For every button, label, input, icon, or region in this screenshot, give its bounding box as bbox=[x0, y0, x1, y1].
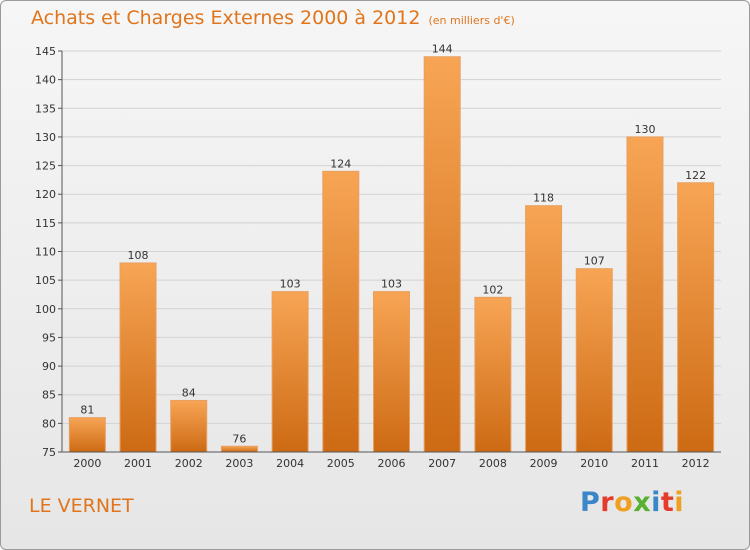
y-tick-label: 100 bbox=[35, 303, 56, 316]
y-tick-label: 125 bbox=[35, 160, 56, 173]
y-tick-label: 95 bbox=[42, 331, 56, 344]
bar-value-label: 76 bbox=[232, 432, 246, 445]
bar-value-label: 118 bbox=[533, 192, 554, 205]
x-tick-label: 2009 bbox=[530, 457, 558, 470]
bar-value-label: 122 bbox=[685, 169, 706, 182]
bar-2000 bbox=[68, 417, 106, 453]
bar-2005 bbox=[322, 170, 360, 453]
bar-2008 bbox=[474, 296, 512, 453]
bar-value-label: 107 bbox=[584, 255, 605, 268]
x-tick-label: 2003 bbox=[225, 457, 253, 470]
bar-2009 bbox=[525, 205, 563, 453]
y-tick-label: 90 bbox=[42, 360, 56, 373]
y-tick-label: 115 bbox=[35, 217, 56, 230]
x-tick-label: 2008 bbox=[479, 457, 507, 470]
bar-2011 bbox=[626, 136, 664, 453]
y-axis: 75 80 85 90 95 100 105 110 115 120 125 130 135 140 145 bbox=[35, 45, 63, 459]
bar-value-label: 103 bbox=[280, 278, 301, 291]
y-tick-label: 130 bbox=[35, 131, 56, 144]
bar-2006 bbox=[373, 291, 410, 453]
x-tick-label: 2004 bbox=[276, 457, 304, 470]
x-tick-label: 2011 bbox=[631, 457, 659, 470]
y-tick-label: 120 bbox=[35, 188, 56, 201]
x-tick-label: 2002 bbox=[175, 457, 203, 470]
bar-value-label: 124 bbox=[330, 157, 351, 170]
x-tick-label: 2010 bbox=[580, 457, 608, 470]
bar-2012 bbox=[677, 182, 715, 453]
bar-value-label: 144 bbox=[432, 43, 453, 56]
bar-2002 bbox=[170, 399, 208, 453]
bar-2004 bbox=[271, 291, 309, 453]
y-tick-label: 105 bbox=[35, 274, 56, 287]
x-tick-label: 2005 bbox=[327, 457, 355, 470]
proxiti-logo: Proxiti bbox=[580, 487, 685, 518]
x-tick-label: 2001 bbox=[124, 457, 152, 470]
bar-value-label: 103 bbox=[381, 278, 402, 291]
bar-value-label: 130 bbox=[634, 123, 655, 136]
bar-2007 bbox=[423, 56, 461, 453]
bars: 81 108 84 76 103 124 103 144 102 118 107 130 122 bbox=[68, 43, 715, 453]
x-tick-label: 2012 bbox=[682, 457, 710, 470]
y-tick-label: 110 bbox=[35, 246, 56, 259]
y-tick-label: 135 bbox=[35, 102, 56, 115]
chart-title-text: Achats et Charges Externes 2000 à 2012 bbox=[31, 7, 421, 29]
x-tick-label: 2000 bbox=[73, 457, 101, 470]
y-tick-label: 145 bbox=[35, 45, 56, 58]
bar-value-label: 81 bbox=[80, 404, 94, 417]
y-tick-label: 75 bbox=[42, 446, 56, 459]
bar-2010 bbox=[575, 268, 613, 453]
bar-value-label: 108 bbox=[128, 249, 149, 262]
y-tick-label: 140 bbox=[35, 74, 56, 87]
y-tick-label: 80 bbox=[42, 417, 56, 430]
x-tick-label: 2007 bbox=[428, 457, 456, 470]
y-tick-label: 85 bbox=[42, 389, 56, 402]
place-name: LE VERNET bbox=[29, 495, 134, 517]
bar-2003 bbox=[220, 445, 258, 453]
bar-2001 bbox=[119, 262, 157, 453]
x-tick-label: 2006 bbox=[378, 457, 406, 470]
bar-value-label: 84 bbox=[182, 386, 196, 399]
chart-subtitle: (en milliers d'€) bbox=[428, 14, 515, 27]
bar-value-label: 102 bbox=[482, 283, 503, 296]
x-axis: 2000 2001 2002 2003 2004 2005 2006 2007 2008 2009… bbox=[62, 451, 721, 470]
chart-title: Achats et Charges Externes 2000 à 2012 (e… bbox=[31, 7, 515, 29]
